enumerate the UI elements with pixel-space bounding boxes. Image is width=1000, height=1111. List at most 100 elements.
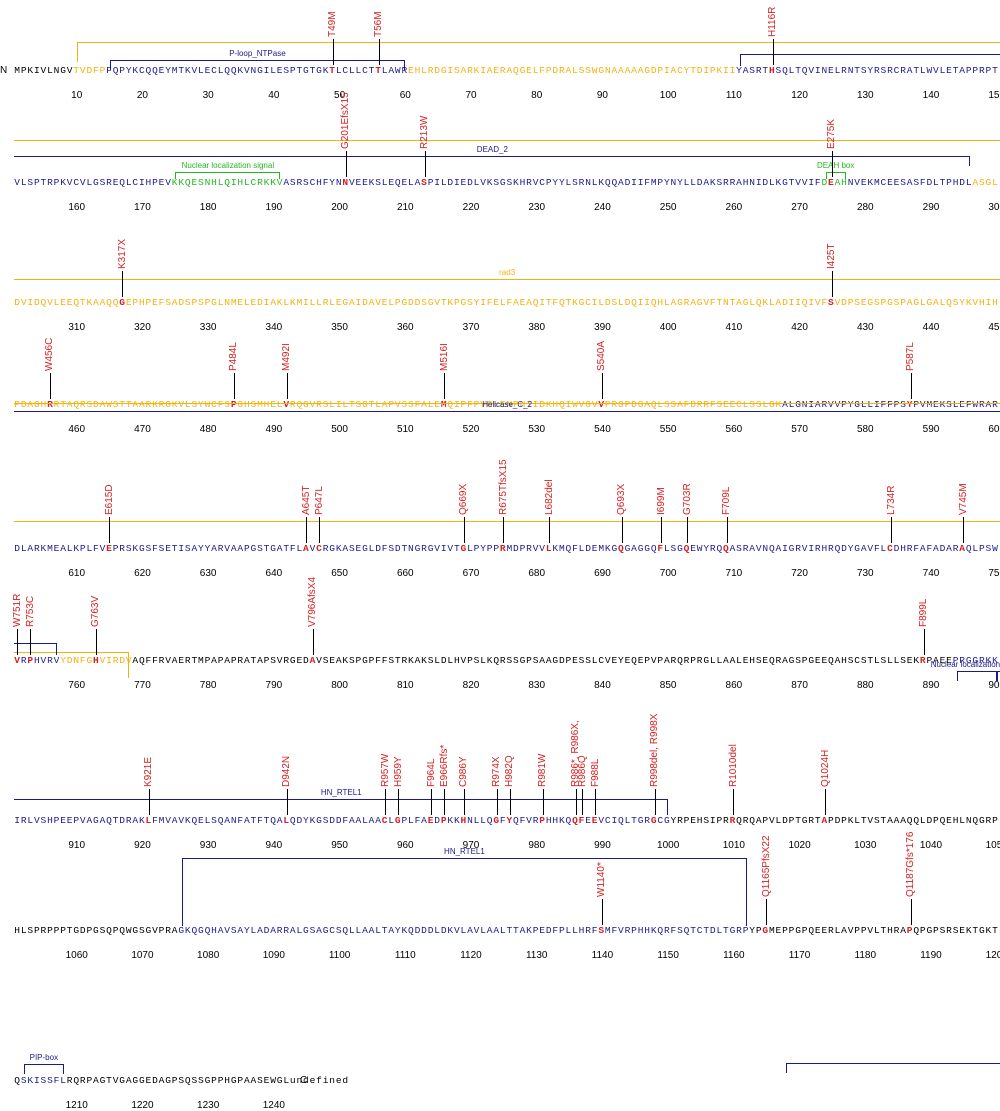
mutation-stem bbox=[726, 517, 728, 543]
residue: V bbox=[480, 399, 487, 410]
position-tick-label: 100 bbox=[659, 90, 677, 101]
residue: R bbox=[729, 177, 737, 188]
residue: A bbox=[834, 655, 842, 666]
residue: V bbox=[460, 655, 468, 666]
residue: L bbox=[381, 177, 389, 188]
residue: V bbox=[933, 65, 940, 76]
residue: N bbox=[506, 399, 514, 410]
residue: D bbox=[690, 399, 697, 410]
residue: P bbox=[716, 815, 724, 826]
residue: V bbox=[834, 297, 842, 308]
residue: L bbox=[545, 543, 553, 554]
residue: C bbox=[880, 177, 888, 188]
residue: A bbox=[86, 815, 94, 826]
mutation-label: C986Y bbox=[458, 756, 470, 787]
residue: V bbox=[14, 655, 21, 666]
residue: V bbox=[650, 655, 658, 666]
residue: V bbox=[316, 655, 323, 666]
residue: P bbox=[427, 177, 435, 188]
residue: V bbox=[473, 925, 481, 936]
residue: D bbox=[434, 65, 441, 76]
residue: G bbox=[270, 543, 277, 554]
residue: F bbox=[237, 815, 244, 826]
residue: A bbox=[467, 925, 474, 936]
residue: G bbox=[394, 815, 402, 826]
domain-bracket bbox=[109, 60, 406, 70]
residue: P bbox=[473, 399, 481, 410]
residue: L bbox=[368, 543, 376, 554]
mutation-stem bbox=[431, 789, 433, 815]
residue: Q bbox=[965, 543, 973, 554]
position-tick-label: 10 bbox=[71, 90, 83, 101]
residue: T bbox=[178, 65, 185, 76]
residue: R bbox=[283, 925, 290, 936]
mutation-label: L734R bbox=[885, 485, 897, 515]
residue: S bbox=[270, 655, 277, 666]
residue: R bbox=[467, 65, 474, 76]
residue: L bbox=[499, 297, 507, 308]
residue: K bbox=[453, 815, 461, 826]
residue: T bbox=[716, 297, 724, 308]
residue: Q bbox=[73, 399, 80, 410]
residue: S bbox=[309, 925, 317, 936]
residue: H bbox=[14, 925, 21, 936]
residue: N bbox=[408, 543, 415, 554]
residue: S bbox=[198, 297, 205, 308]
position-tick-label: 770 bbox=[134, 680, 151, 691]
residue: L bbox=[316, 297, 323, 308]
residue: D bbox=[394, 543, 402, 554]
position-tick-label: 1050 bbox=[985, 840, 1000, 851]
residue: H bbox=[211, 925, 218, 936]
residue: Q bbox=[683, 543, 691, 554]
mutation-label: R213W bbox=[419, 115, 430, 149]
residue: A bbox=[27, 543, 34, 554]
residue: A bbox=[368, 815, 376, 826]
residue: P bbox=[782, 925, 789, 936]
residue: L bbox=[434, 925, 441, 936]
residue: D bbox=[447, 177, 454, 188]
residue: S bbox=[775, 65, 783, 76]
residue: R bbox=[887, 65, 894, 76]
residue: S bbox=[893, 297, 901, 308]
residue: G bbox=[198, 925, 205, 936]
residue: L bbox=[788, 399, 796, 410]
residue: T bbox=[60, 399, 67, 410]
residue: P bbox=[841, 815, 848, 826]
residue: P bbox=[14, 399, 21, 410]
residue: A bbox=[618, 177, 625, 188]
residue: H bbox=[952, 815, 960, 826]
residue: Q bbox=[532, 297, 540, 308]
residue: F bbox=[375, 655, 382, 666]
residue: A bbox=[224, 815, 231, 826]
position-tick-label: 700 bbox=[659, 568, 677, 579]
residue: F bbox=[79, 655, 87, 666]
residue: L bbox=[217, 177, 225, 188]
residue: S bbox=[611, 297, 619, 308]
residue: C bbox=[73, 177, 80, 188]
residue: I bbox=[526, 399, 533, 410]
position-tick-label: 570 bbox=[791, 424, 808, 435]
residue: I bbox=[795, 297, 802, 308]
domain-bracket bbox=[14, 140, 1000, 141]
residue: F bbox=[152, 655, 159, 666]
residue: I bbox=[355, 297, 363, 308]
residue: T bbox=[368, 399, 376, 410]
residue: R bbox=[47, 177, 54, 188]
residue: G bbox=[362, 543, 369, 554]
residue: G bbox=[401, 297, 409, 308]
residue: D bbox=[539, 399, 546, 410]
residue: P bbox=[992, 815, 999, 826]
residue: G bbox=[978, 925, 986, 936]
residue: E bbox=[821, 925, 829, 936]
residue: S bbox=[178, 1075, 185, 1086]
residue: A bbox=[243, 815, 251, 826]
residue: R bbox=[296, 177, 304, 188]
residue: Q bbox=[119, 177, 126, 188]
residue: L bbox=[598, 297, 605, 308]
residue: C bbox=[604, 815, 612, 826]
residue: G bbox=[138, 543, 146, 554]
position-tick-label: 900 bbox=[988, 680, 1000, 691]
residue: F bbox=[467, 399, 474, 410]
residue: L bbox=[919, 297, 927, 308]
residue: G bbox=[99, 1075, 107, 1086]
